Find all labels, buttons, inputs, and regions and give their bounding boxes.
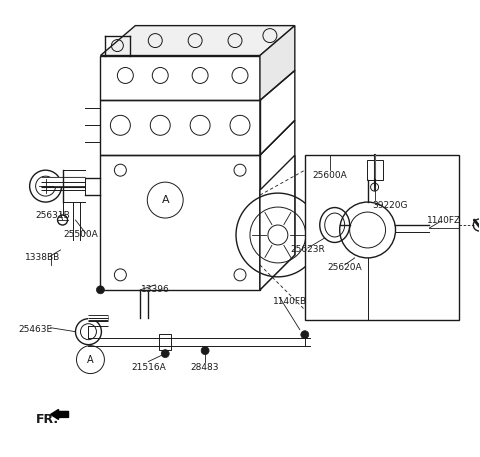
Circle shape xyxy=(58,215,68,225)
Polygon shape xyxy=(100,26,295,56)
Text: FR.: FR. xyxy=(36,413,59,426)
Text: A: A xyxy=(87,355,94,365)
Circle shape xyxy=(301,331,309,339)
Text: 1338BB: 1338BB xyxy=(25,254,60,262)
Text: 1140FZ: 1140FZ xyxy=(427,216,461,224)
FancyArrow shape xyxy=(50,409,69,420)
Text: 25600A: 25600A xyxy=(312,170,347,180)
Circle shape xyxy=(371,183,379,191)
Circle shape xyxy=(201,347,209,355)
Text: 13396: 13396 xyxy=(141,285,169,294)
Circle shape xyxy=(473,219,480,231)
Text: 25620A: 25620A xyxy=(327,263,362,272)
Text: 25631B: 25631B xyxy=(35,211,70,219)
Bar xyxy=(367,160,383,180)
Text: 21516A: 21516A xyxy=(131,363,166,372)
Bar xyxy=(159,334,171,350)
Text: 25623R: 25623R xyxy=(290,245,325,255)
Text: 39220G: 39220G xyxy=(372,201,408,210)
Text: A: A xyxy=(161,195,169,205)
Text: 28483: 28483 xyxy=(191,363,219,372)
Text: 1140FB: 1140FB xyxy=(273,297,307,306)
Bar xyxy=(305,155,459,320)
Circle shape xyxy=(161,350,169,358)
Text: 25463E: 25463E xyxy=(19,325,53,334)
Circle shape xyxy=(96,286,105,294)
Circle shape xyxy=(30,170,61,202)
Text: 25500A: 25500A xyxy=(63,230,98,239)
Polygon shape xyxy=(260,26,295,101)
Polygon shape xyxy=(260,155,295,290)
